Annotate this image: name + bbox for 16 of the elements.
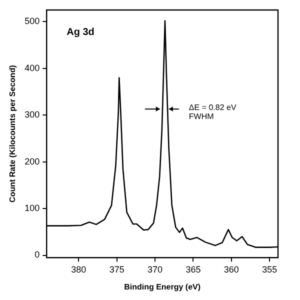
y-tick-label: 300: [24, 110, 40, 120]
x-tick-label: 355: [262, 264, 278, 274]
y-tick-label: 500: [24, 16, 40, 26]
y-tick-label: 100: [24, 203, 40, 214]
annotation: ΔE = 0.82 eV FWHM: [188, 103, 237, 122]
y-tick-label: 0: [34, 250, 40, 260]
x-tick-label: 375: [109, 264, 124, 274]
x-tick-label: 365: [186, 264, 201, 274]
y-tick-label: 200: [24, 156, 40, 166]
annotation: Ag 3d: [66, 26, 94, 38]
y-tick-label: 400: [24, 62, 40, 73]
x-tick-label: 360: [224, 264, 239, 274]
x-tick-label: 380: [71, 264, 86, 274]
y-axis-title: Count Rate (Kilocounts per Second): [8, 64, 18, 202]
x-tick-label: 370: [148, 264, 163, 274]
x-axis-title: Binding Energy (eV): [124, 282, 201, 292]
